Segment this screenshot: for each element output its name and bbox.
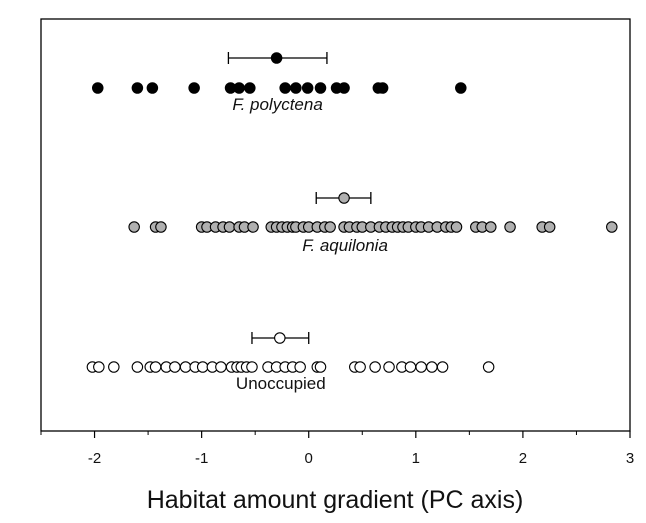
mean-point [338, 192, 350, 204]
data-point [314, 361, 327, 373]
data-point [354, 361, 366, 373]
data-point [179, 361, 192, 373]
mean-point [270, 52, 283, 64]
data-point [606, 221, 618, 233]
data-point [188, 82, 200, 94]
data-point [426, 361, 438, 373]
data-point [246, 361, 258, 373]
x-axis: -2 -1 0 1 2 3 [40, 431, 634, 467]
data-point [290, 82, 302, 94]
x-axis-title: Habitat amount gradient (PC axis) [147, 486, 524, 514]
data-point [131, 82, 144, 94]
data-point [247, 221, 259, 233]
data-point [131, 361, 144, 373]
data-point [294, 361, 306, 373]
data-point [301, 82, 314, 94]
data-point [215, 361, 227, 373]
data-point [450, 221, 463, 233]
data-point [223, 221, 236, 233]
data-point [244, 82, 256, 94]
data-point [92, 82, 104, 94]
data-point [108, 361, 120, 373]
data-point [93, 361, 105, 373]
x-tick-label: 2 [519, 450, 527, 467]
data-point [155, 221, 167, 233]
data-point [504, 221, 516, 233]
mean-point [274, 332, 286, 344]
data-point [196, 361, 209, 373]
data-point [233, 82, 245, 94]
x-tick-label: -2 [88, 450, 101, 467]
series-label: Unoccupied [236, 374, 326, 393]
data-point [482, 361, 495, 373]
x-tick-label: 1 [412, 450, 420, 467]
series-label: F. aquilonia [302, 236, 388, 255]
data-point [338, 82, 350, 94]
data-point [149, 361, 162, 373]
data-point [146, 82, 159, 94]
series-f-aquilonia: F. aquilonia [128, 192, 618, 255]
data-point [314, 82, 327, 94]
series-f-polyctena: F. polyctena [92, 52, 467, 114]
data-point [383, 361, 395, 373]
data-point [455, 82, 467, 94]
x-tick-label: -1 [195, 450, 208, 467]
data-point [169, 361, 181, 373]
data-point [376, 82, 389, 94]
x-tick-label: 3 [626, 450, 634, 467]
data-point [436, 361, 449, 373]
series-label: F. polyctena [232, 95, 322, 114]
x-tick-label: 0 [305, 450, 313, 467]
data-point [485, 221, 497, 233]
series-unoccupied: Unoccupied [86, 332, 495, 393]
data-point [324, 221, 336, 233]
data-point [369, 361, 381, 373]
data-point [543, 221, 556, 233]
data-point [128, 221, 140, 233]
chart-marks: F. polyctena F. aquilonia Unoccupied [86, 52, 618, 393]
data-point [279, 82, 291, 94]
data-point [415, 361, 427, 373]
data-point [404, 361, 417, 373]
plot-frame [40, 18, 631, 432]
